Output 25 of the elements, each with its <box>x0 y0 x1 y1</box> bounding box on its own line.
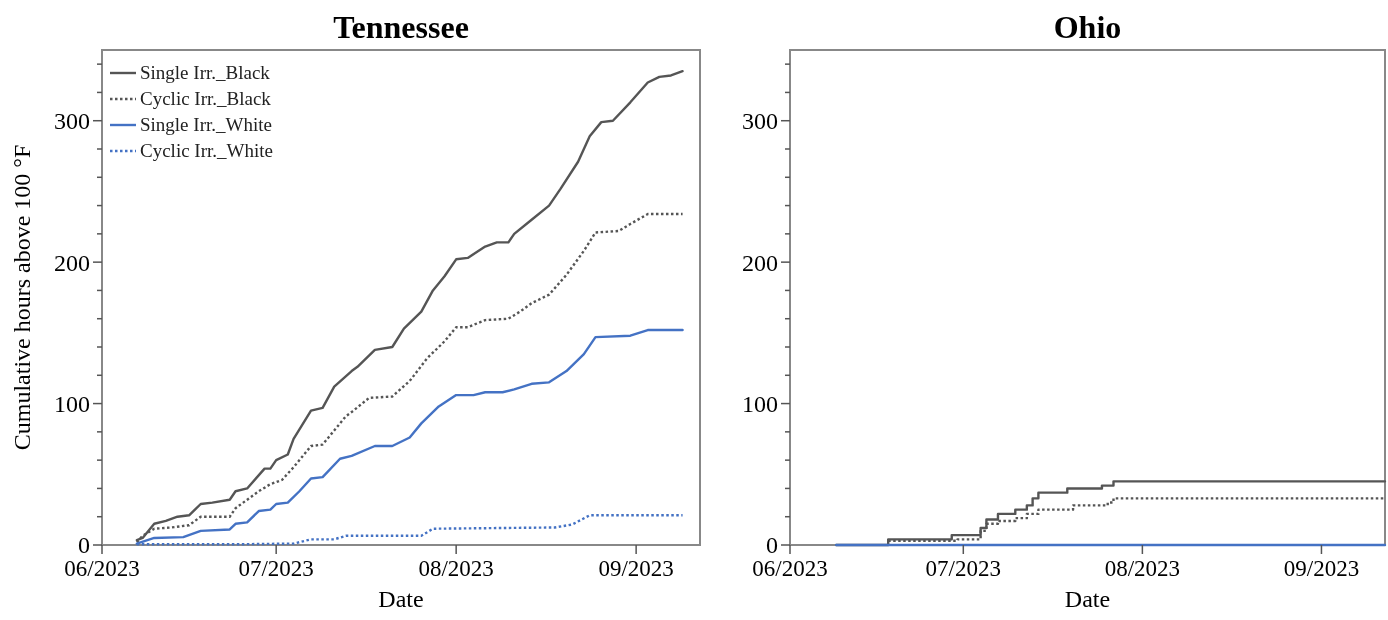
x-tick-label: 08/2023 <box>418 556 494 581</box>
chart-title: Ohio <box>1053 9 1122 45</box>
y-tick-label: 0 <box>78 532 90 559</box>
legend-label: Single Irr._White <box>140 114 272 135</box>
legend-label: Cyclic Irr._White <box>140 140 273 161</box>
chart-title: Tennessee <box>333 9 469 45</box>
x-tick-label: 08/2023 <box>1104 556 1181 581</box>
x-tick-label: 07/2023 <box>238 556 314 581</box>
y-tick-label: 200 <box>54 249 90 276</box>
x-axis-title: Date <box>378 586 424 612</box>
x-tick-label: 06/2023 <box>64 556 140 581</box>
x-tick-label: 09/2023 <box>598 556 674 581</box>
x-tick-label: 09/2023 <box>1283 556 1360 581</box>
x-tick-label: 06/2023 <box>752 556 828 581</box>
y-tick-label: 300 <box>742 108 778 135</box>
y-tick-label: 200 <box>742 249 778 276</box>
y-tick-label: 300 <box>54 108 90 135</box>
x-tick-label: 07/2023 <box>925 556 1001 581</box>
y-tick-label: 100 <box>742 390 778 417</box>
legend-label: Single Irr._Black <box>140 62 271 83</box>
legend-label: Cyclic Irr._Black <box>140 88 272 109</box>
y-tick-label: 100 <box>54 390 90 417</box>
y-axis-title: Cumulative hours above 100 °F <box>9 144 35 451</box>
x-axis-title: Date <box>1064 586 1111 612</box>
y-tick-label: 0 <box>766 532 778 559</box>
